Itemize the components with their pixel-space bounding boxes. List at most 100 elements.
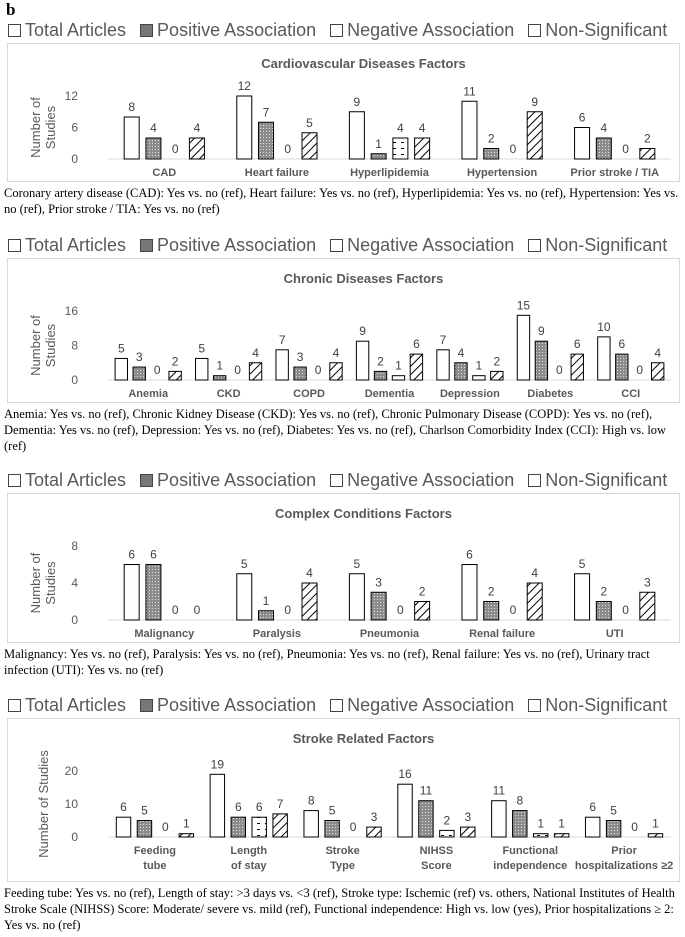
data-label: 8 [308,794,315,808]
x-tick-label: Malignancy [134,628,195,640]
x-tick-label: Anemia [128,388,169,400]
x-tick-label: Heart failure [245,167,309,179]
y-axis-label: Number ofStudies [28,315,58,376]
bar-total-articles [348,111,365,160]
bar-negative-association [439,829,455,838]
legend-label: Non-Significant [545,234,668,255]
data-label: 0 [510,142,517,156]
bar-total-articles [236,95,253,160]
bar-non-significant [301,582,318,621]
bar-positive-association [212,375,227,381]
legend-swatch [8,474,21,488]
legend-label: Non-Significant [545,19,668,40]
data-label: 0 [284,142,291,156]
data-label: 11 [420,784,433,798]
data-label: 0 [154,363,161,377]
bar-negative-association [532,833,549,838]
bar-total-articles [491,800,507,838]
data-label: 19 [211,757,225,771]
bar-positive-association [324,820,340,838]
data-label: 0 [172,603,179,617]
data-label: 0 [636,363,643,377]
bar-negative-association [472,375,486,381]
data-label: 1 [183,817,190,831]
bar-positive-association [483,148,500,160]
data-label: 0 [234,363,241,377]
chart-area: Complex Conditions Factors Number ofStudi… [7,493,680,643]
y-tick-label: 16 [65,304,79,318]
bar-positive-association [145,564,162,621]
chart-svg: Complex Conditions Factors Number ofStudi… [28,506,671,640]
bar-positive-association [258,610,275,621]
bar-non-significant [188,137,205,160]
legend-swatch [140,239,154,253]
data-label: 3 [136,350,143,364]
bar-positive-association [373,370,388,381]
data-label: 3 [644,575,651,589]
data-label: 4 [252,346,259,360]
bar-non-significant [272,813,288,838]
x-tick-label: Diabetes [527,388,573,400]
data-label: 0 [162,820,169,834]
x-tick-label: Renal failure [469,628,535,640]
legend-item: Total Articles [8,695,126,716]
data-label: 5 [141,804,148,818]
bar-non-significant [639,148,656,160]
chart-svg: Stroke Related Factors Number of Studies 0… [36,731,673,872]
bar-positive-association [293,366,307,381]
bar-positive-association [136,820,153,838]
bar-total-articles [355,340,370,381]
data-label: 0 [194,603,201,617]
bar-positive-association [483,601,500,621]
legend-item: Positive Association [140,695,316,716]
legend-swatch [330,24,344,38]
data-label: 1 [375,137,382,151]
data-label: 3 [375,575,382,589]
bar-total-articles [597,336,611,381]
data-label: 3 [464,810,471,824]
bar-negative-association [391,375,406,381]
data-label: 15 [517,298,531,312]
data-label: 0 [350,820,357,834]
data-label: 10 [597,320,611,334]
data-label: 6 [150,548,157,562]
data-label: 6 [589,800,596,814]
data-label: 1 [558,817,565,831]
data-label: 1 [216,359,223,373]
bar-positive-association [605,820,622,838]
legend-label: Non-Significant [545,469,668,490]
legend-swatch [528,239,542,253]
bar-non-significant [526,111,543,160]
chart-caption: Feeding tube: Yes vs. no (ref), Length o… [4,886,675,932]
bar-non-significant [366,826,382,838]
bar-total-articles [436,349,450,381]
data-label: 5 [118,341,125,355]
bar-non-significant [639,591,656,621]
data-label: 1 [476,359,483,373]
y-axis-label: Number ofStudies [28,552,58,613]
data-label: 6 [120,800,127,814]
data-label: 4 [531,566,538,580]
data-label: 11 [463,84,476,98]
legend-item: Total Articles [8,235,126,256]
data-label: 2 [377,354,384,368]
legend-swatch [140,24,154,38]
legend-swatch [330,474,344,488]
x-tick-label: CAD [152,167,176,179]
data-label: 8 [516,794,523,808]
bar-positive-association [370,153,387,160]
legend-item: Non-Significant [528,20,667,41]
legend-swatch [8,699,21,713]
bar-positive-association [595,137,612,160]
bar-total-articles [195,357,209,381]
bar-total-articles [114,357,128,381]
legend-swatch [8,24,21,38]
data-label: 4 [458,346,465,360]
legend-item: Positive Association [140,20,316,41]
legend-swatch [528,24,542,38]
data-label: 0 [315,363,322,377]
legend: Total Articles Positive Association Negati… [0,692,685,718]
data-label: 5 [579,557,586,571]
data-label: 4 [654,346,661,360]
chart-svg: Chronic Diseases Factors Number ofStudies… [28,271,671,400]
